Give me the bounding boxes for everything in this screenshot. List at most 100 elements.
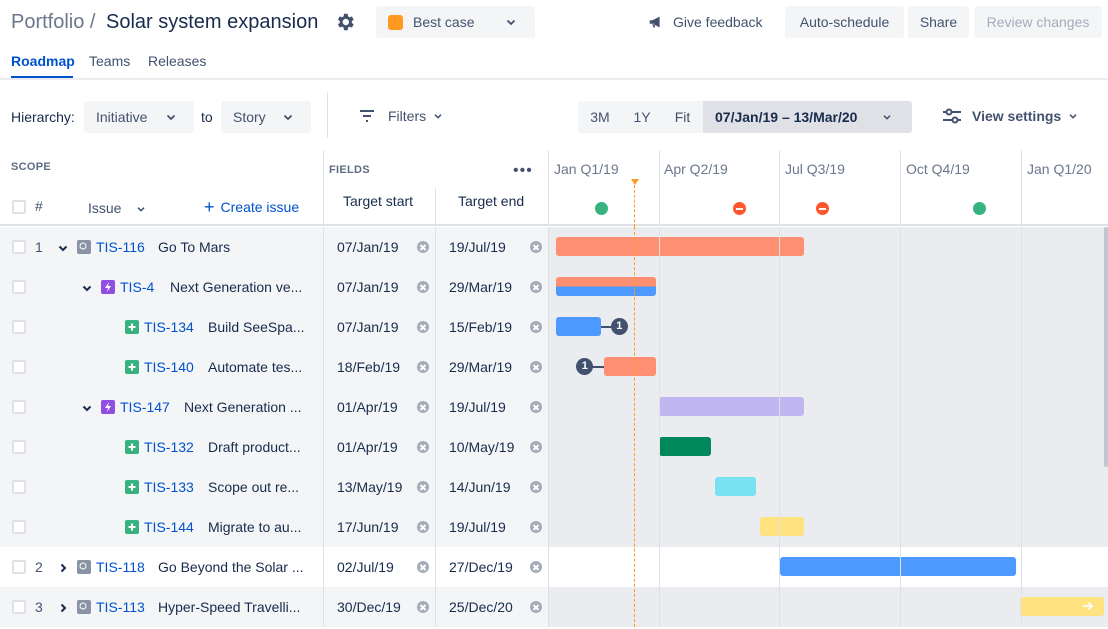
target-end-value[interactable]: 29/Mar/19: [449, 279, 513, 295]
review-changes-button[interactable]: Review changes: [974, 6, 1102, 38]
release-milestone[interactable]: [973, 202, 986, 215]
table-row[interactable]: 1 TIS-116 Go To Mars 07/Jan/19 19/Jul/19: [0, 227, 1108, 267]
target-start-value[interactable]: 30/Dec/19: [337, 599, 401, 615]
table-row[interactable]: TIS-132 Draft product... 01/Apr/19 10/May/1…: [0, 427, 1108, 467]
clear-date-icon[interactable]: [530, 321, 542, 333]
target-start-value[interactable]: 07/Jan/19: [337, 239, 399, 255]
clear-date-icon[interactable]: [417, 601, 429, 613]
tab-releases[interactable]: Releases: [148, 53, 207, 69]
row-checkbox[interactable]: [12, 360, 26, 374]
target-start-value[interactable]: 01/Apr/19: [337, 439, 398, 455]
gear-icon[interactable]: [334, 11, 356, 33]
target-end-value[interactable]: 29/Mar/19: [449, 359, 513, 375]
row-checkbox[interactable]: [12, 280, 26, 294]
issue-key-link[interactable]: TIS-134: [144, 319, 194, 335]
target-end-value[interactable]: 25/Dec/20: [449, 599, 513, 615]
issue-summary[interactable]: Automate tes...: [208, 359, 303, 375]
zoom-1y-button[interactable]: 1Y: [622, 101, 662, 133]
table-row[interactable]: TIS-147 Next Generation ... 01/Apr/19 19/Ju…: [0, 387, 1108, 427]
target-end-value[interactable]: 27/Dec/19: [449, 559, 513, 575]
table-row[interactable]: 2 TIS-118 Go Beyond the Solar ... 02/Jul/19…: [0, 547, 1108, 587]
release-milestone[interactable]: [733, 202, 746, 215]
schedule-bar[interactable]: [659, 397, 804, 416]
date-range-dropdown[interactable]: 07/Jan/19 – 13/Mar/20: [703, 101, 912, 133]
issue-key-link[interactable]: TIS-133: [144, 479, 194, 495]
issue-key-link[interactable]: TIS-113: [96, 599, 145, 615]
row-checkbox[interactable]: [12, 400, 26, 414]
chevron-right-icon[interactable]: [57, 561, 69, 573]
release-milestone[interactable]: [595, 202, 608, 215]
table-row[interactable]: TIS-4 Next Generation ve... 07/Jan/19 29/Ma…: [0, 267, 1108, 307]
row-checkbox[interactable]: [12, 320, 26, 334]
clear-date-icon[interactable]: [417, 401, 429, 413]
chevron-down-icon[interactable]: [57, 241, 69, 253]
row-checkbox[interactable]: [12, 440, 26, 454]
schedule-bar[interactable]: [556, 277, 657, 296]
clear-date-icon[interactable]: [530, 401, 542, 413]
chevron-down-icon[interactable]: [81, 401, 93, 413]
issue-key-link[interactable]: TIS-118: [96, 559, 145, 575]
share-button[interactable]: Share: [908, 6, 969, 38]
clear-date-icon[interactable]: [530, 441, 542, 453]
chevron-down-icon[interactable]: [135, 202, 147, 214]
table-row[interactable]: TIS-144 Migrate to au... 17/Jun/19 19/Jul/1…: [0, 507, 1108, 547]
vertical-scrollbar[interactable]: [1104, 227, 1108, 467]
target-end-value[interactable]: 10/May/19: [449, 439, 515, 455]
schedule-bar[interactable]: [715, 477, 757, 496]
row-checkbox[interactable]: [12, 240, 26, 254]
clear-date-icon[interactable]: [417, 241, 429, 253]
schedule-bar[interactable]: [556, 317, 601, 336]
target-end-value[interactable]: 19/Jul/19: [449, 519, 506, 535]
issue-key-link[interactable]: TIS-116: [96, 239, 145, 255]
breadcrumb[interactable]: Portfolio /: [11, 11, 96, 33]
schedule-bar[interactable]: [780, 557, 1016, 576]
tab-roadmap[interactable]: Roadmap: [11, 53, 75, 69]
target-start-value[interactable]: 18/Feb/19: [337, 359, 401, 375]
table-row[interactable]: 3 TIS-113 Hyper-Speed Travelli... 30/Dec/19…: [0, 587, 1108, 627]
target-end-header[interactable]: Target end: [458, 193, 525, 209]
view-settings-button[interactable]: View settings: [942, 107, 1079, 125]
issue-summary[interactable]: Build SeeSpa...: [208, 319, 305, 335]
schedule-bar[interactable]: [556, 237, 804, 256]
chevron-right-icon[interactable]: [57, 601, 69, 613]
target-start-header[interactable]: Target start: [343, 193, 414, 209]
issue-summary[interactable]: Hyper-Speed Travelli...: [158, 599, 301, 615]
issue-summary[interactable]: Go Beyond the Solar ...: [158, 559, 304, 575]
clear-date-icon[interactable]: [530, 361, 542, 373]
more-options-icon[interactable]: •••: [513, 162, 533, 179]
row-checkbox[interactable]: [12, 480, 26, 494]
schedule-bar[interactable]: [1019, 597, 1104, 616]
chevron-down-icon[interactable]: [81, 281, 93, 293]
clear-date-icon[interactable]: [417, 481, 429, 493]
scenario-dropdown[interactable]: Best case: [376, 6, 535, 38]
dependency-badge[interactable]: 1: [576, 358, 594, 375]
target-end-value[interactable]: 15/Feb/19: [449, 319, 513, 335]
row-checkbox[interactable]: [12, 520, 26, 534]
create-issue-button[interactable]: + Create issue: [204, 198, 299, 216]
give-feedback-button[interactable]: Give feedback: [647, 8, 763, 36]
clear-date-icon[interactable]: [417, 361, 429, 373]
target-start-value[interactable]: 17/Jun/19: [337, 519, 399, 535]
auto-schedule-button[interactable]: Auto-schedule: [785, 6, 904, 38]
issue-summary[interactable]: Next Generation ve...: [170, 279, 303, 295]
target-start-value[interactable]: 02/Jul/19: [337, 559, 394, 575]
clear-date-icon[interactable]: [417, 521, 429, 533]
zoom-3m-button[interactable]: 3M: [578, 101, 622, 133]
row-checkbox[interactable]: [12, 560, 26, 574]
target-start-value[interactable]: 13/May/19: [337, 479, 403, 495]
row-checkbox[interactable]: [12, 600, 26, 614]
schedule-bar[interactable]: [760, 517, 804, 536]
release-milestone[interactable]: [816, 202, 829, 215]
table-row[interactable]: TIS-134 Build SeeSpa... 07/Jan/19 15/Feb/19…: [0, 307, 1108, 347]
clear-date-icon[interactable]: [530, 481, 542, 493]
target-end-value[interactable]: 19/Jul/19: [449, 399, 506, 415]
select-all-checkbox[interactable]: [12, 200, 26, 214]
target-start-value[interactable]: 07/Jan/19: [337, 319, 399, 335]
clear-date-icon[interactable]: [530, 521, 542, 533]
zoom-fit-button[interactable]: Fit: [662, 101, 703, 133]
issue-key-link[interactable]: TIS-4: [120, 279, 155, 295]
target-end-value[interactable]: 14/Jun/19: [449, 479, 511, 495]
schedule-bar[interactable]: [659, 437, 711, 456]
target-end-value[interactable]: 19/Jul/19: [449, 239, 506, 255]
filters-button[interactable]: Filters: [358, 107, 444, 125]
